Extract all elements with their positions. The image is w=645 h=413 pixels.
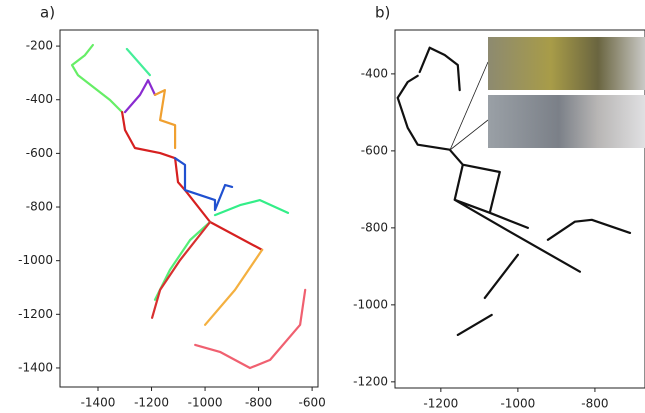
x-tick-label: -1200: [134, 396, 169, 410]
trajectory: [213, 199, 290, 217]
y-tick-label: -1200: [353, 374, 388, 388]
x-tick-label: -800: [245, 396, 272, 410]
x-tick-label: -1000: [500, 397, 535, 411]
panel-label: b): [375, 4, 390, 22]
x-tick-label: -600: [298, 396, 325, 410]
y-tick-label: -1200: [18, 307, 53, 321]
x-tick-label: -1200: [423, 397, 458, 411]
y-tick-label: -800: [361, 220, 388, 234]
insets: [449, 37, 645, 151]
trajectory: [194, 288, 307, 370]
y-tick-label: -400: [361, 66, 388, 80]
trajectory: [121, 111, 264, 251]
y-tick-label: -600: [361, 143, 388, 157]
charts: a) -1400 -1200 -1000 -800 -600 -200 -400 -600 -80…: [18, 4, 645, 411]
y-tick-label: -1000: [353, 297, 388, 311]
trajectory: [204, 248, 264, 326]
trajectory: [123, 79, 157, 114]
y-tick-label: -200: [26, 39, 53, 53]
y-tick-label: -400: [26, 92, 53, 106]
trajectory: [70, 43, 124, 114]
trajectory: [396, 46, 632, 336]
panel-label: a): [40, 4, 55, 22]
axes-frame: [59, 29, 319, 388]
trajectory: [125, 47, 151, 77]
street-photo: [488, 37, 645, 90]
y-tick-label: -1400: [18, 360, 53, 374]
street-photo: [488, 95, 645, 148]
x-tick-label: -1000: [188, 396, 223, 410]
trajectory: [151, 220, 212, 319]
y-tick-label: -800: [26, 200, 53, 214]
trajectory: [153, 89, 177, 150]
pointer: [449, 119, 489, 151]
y-tick-label: -1000: [18, 253, 53, 267]
x-tick-label: -800: [581, 397, 608, 411]
axes-frame: [394, 29, 645, 389]
y-tick-label: -600: [26, 146, 53, 160]
trajectory: [174, 157, 234, 212]
pointer: [449, 61, 489, 151]
x-tick-label: -1400: [81, 396, 116, 410]
